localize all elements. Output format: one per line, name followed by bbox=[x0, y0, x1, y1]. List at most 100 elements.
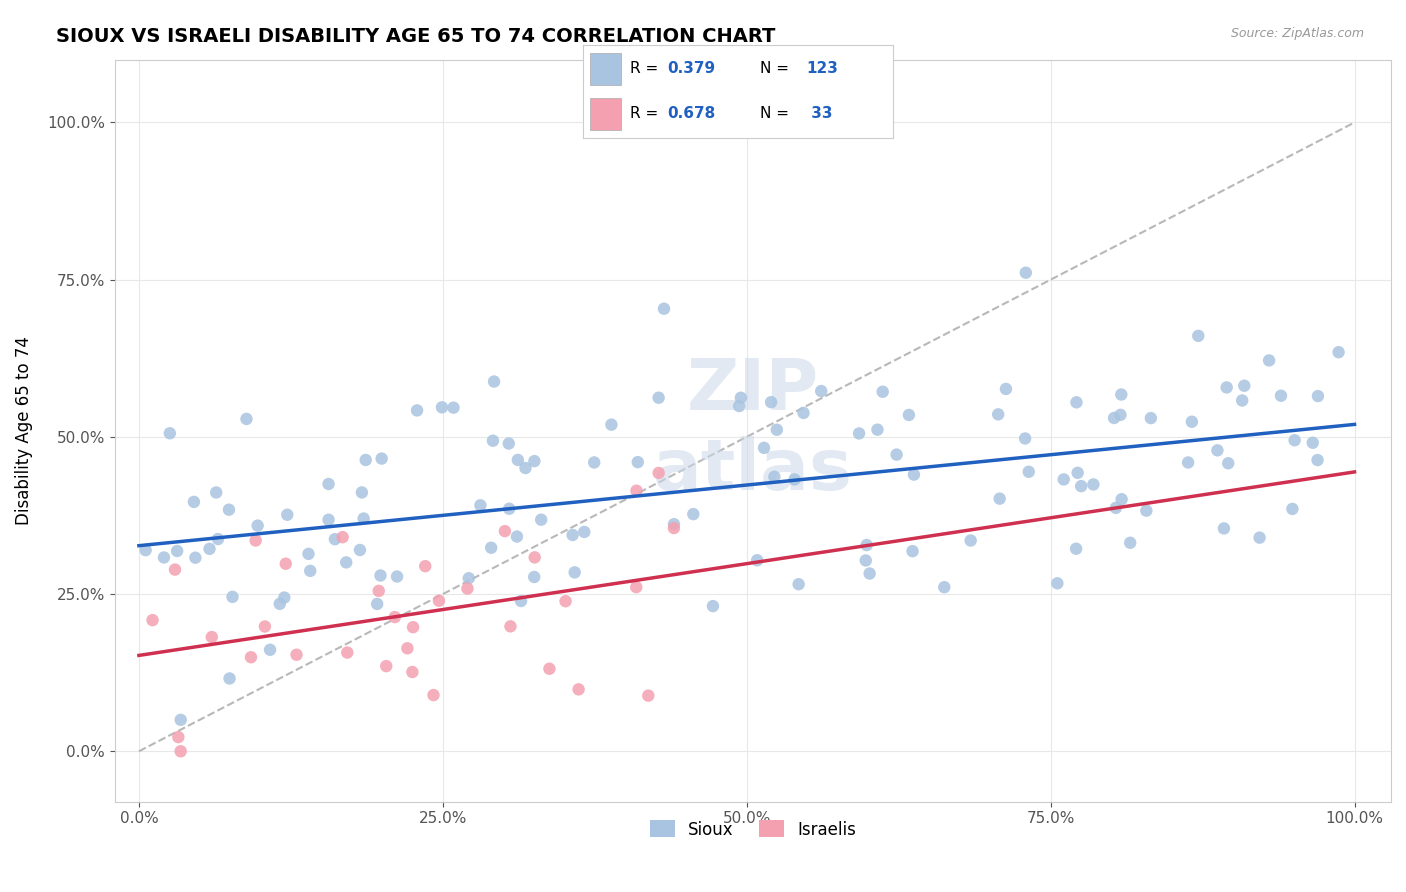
Point bbox=[506, 453, 529, 467]
Point bbox=[1119, 535, 1142, 549]
Point bbox=[959, 533, 981, 548]
Point bbox=[574, 524, 596, 539]
Point bbox=[221, 590, 243, 604]
Point bbox=[859, 566, 882, 581]
Point bbox=[1206, 443, 1229, 458]
Point bbox=[141, 613, 163, 627]
Point bbox=[402, 620, 425, 634]
Point bbox=[201, 630, 224, 644]
Point bbox=[1046, 576, 1069, 591]
Point bbox=[299, 564, 322, 578]
Point bbox=[218, 672, 240, 686]
Text: N =: N = bbox=[759, 62, 793, 77]
Point bbox=[1249, 531, 1271, 545]
Point bbox=[285, 648, 308, 662]
Point bbox=[1135, 503, 1157, 517]
Point bbox=[443, 401, 465, 415]
Point bbox=[1066, 466, 1088, 480]
Point bbox=[384, 610, 406, 624]
Point bbox=[350, 485, 373, 500]
Point bbox=[1064, 541, 1087, 556]
Point bbox=[353, 511, 375, 525]
Point bbox=[370, 568, 392, 582]
Point bbox=[335, 555, 357, 569]
Text: 0.678: 0.678 bbox=[666, 106, 716, 121]
Point bbox=[169, 744, 191, 758]
Point bbox=[872, 384, 894, 399]
Point bbox=[427, 593, 450, 607]
Point bbox=[1177, 456, 1199, 470]
Point bbox=[1140, 411, 1163, 425]
Point bbox=[523, 454, 546, 468]
Point bbox=[897, 408, 920, 422]
Point bbox=[1111, 492, 1133, 507]
Point bbox=[1233, 378, 1256, 392]
Point bbox=[1109, 408, 1132, 422]
Point bbox=[375, 659, 398, 673]
Point bbox=[564, 566, 586, 580]
Point bbox=[430, 401, 453, 415]
Point bbox=[198, 541, 221, 556]
Point bbox=[1083, 477, 1105, 491]
Point bbox=[626, 580, 648, 594]
Point bbox=[903, 467, 925, 482]
Point bbox=[354, 453, 377, 467]
Point bbox=[235, 412, 257, 426]
Point bbox=[506, 530, 529, 544]
Point bbox=[637, 689, 659, 703]
Point bbox=[163, 563, 186, 577]
Point bbox=[626, 483, 648, 498]
Point bbox=[370, 451, 392, 466]
Point bbox=[482, 375, 505, 389]
Text: N =: N = bbox=[759, 106, 793, 121]
Point bbox=[170, 713, 193, 727]
Point bbox=[747, 553, 769, 567]
Text: 33: 33 bbox=[806, 106, 832, 121]
Point bbox=[728, 399, 751, 413]
Point bbox=[366, 597, 388, 611]
Point bbox=[848, 426, 870, 441]
Point bbox=[627, 455, 650, 469]
Point bbox=[1018, 465, 1040, 479]
Point bbox=[406, 403, 429, 417]
Point bbox=[662, 517, 685, 532]
Point bbox=[318, 513, 340, 527]
Point bbox=[413, 559, 436, 574]
Point bbox=[246, 518, 269, 533]
Point bbox=[183, 495, 205, 509]
Point bbox=[253, 619, 276, 633]
Point bbox=[457, 571, 479, 585]
Point bbox=[783, 472, 806, 486]
Point bbox=[135, 543, 157, 558]
Point bbox=[561, 528, 583, 542]
Point bbox=[855, 538, 877, 552]
Point bbox=[759, 395, 782, 409]
Point bbox=[205, 485, 228, 500]
Point bbox=[1109, 387, 1132, 401]
Point bbox=[523, 570, 546, 584]
Point bbox=[276, 508, 298, 522]
Point bbox=[269, 597, 291, 611]
Point bbox=[401, 665, 423, 679]
Point bbox=[682, 507, 704, 521]
Point bbox=[1181, 415, 1204, 429]
Point bbox=[349, 543, 371, 558]
Point bbox=[766, 423, 789, 437]
Point bbox=[1014, 432, 1036, 446]
Point bbox=[167, 730, 190, 744]
Point bbox=[218, 502, 240, 516]
Point bbox=[323, 532, 346, 546]
Point bbox=[1284, 434, 1306, 448]
Point bbox=[763, 469, 786, 483]
FancyBboxPatch shape bbox=[589, 53, 620, 85]
Point bbox=[1270, 389, 1292, 403]
Text: ZIP
atlas: ZIP atlas bbox=[652, 356, 853, 505]
Point bbox=[702, 599, 724, 613]
Point bbox=[479, 541, 502, 555]
Point bbox=[934, 580, 956, 594]
Point bbox=[662, 521, 685, 535]
Point bbox=[987, 408, 1010, 422]
Point bbox=[810, 384, 832, 398]
Legend: Sioux, Israelis: Sioux, Israelis bbox=[643, 814, 862, 846]
Point bbox=[422, 688, 444, 702]
